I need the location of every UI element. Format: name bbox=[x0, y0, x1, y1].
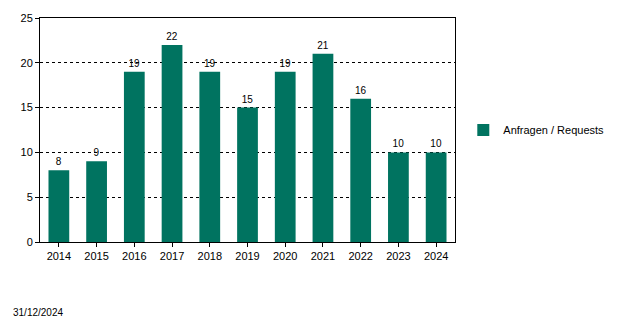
svg-text:2015: 2015 bbox=[84, 250, 108, 262]
svg-text:10: 10 bbox=[430, 138, 442, 149]
svg-text:5: 5 bbox=[27, 191, 33, 203]
svg-text:2024: 2024 bbox=[424, 250, 448, 262]
svg-text:21: 21 bbox=[317, 40, 329, 51]
svg-text:Anfragen / Requests: Anfragen / Requests bbox=[503, 124, 604, 136]
svg-text:15: 15 bbox=[21, 101, 33, 113]
svg-text:22: 22 bbox=[166, 31, 178, 42]
svg-text:19: 19 bbox=[279, 58, 291, 69]
svg-text:19: 19 bbox=[204, 58, 216, 69]
svg-text:15: 15 bbox=[242, 94, 254, 105]
svg-text:2019: 2019 bbox=[235, 250, 259, 262]
svg-text:0: 0 bbox=[27, 236, 33, 248]
svg-text:2018: 2018 bbox=[198, 250, 222, 262]
svg-text:2022: 2022 bbox=[348, 250, 372, 262]
svg-text:2023: 2023 bbox=[386, 250, 410, 262]
svg-text:2016: 2016 bbox=[122, 250, 146, 262]
svg-text:2021: 2021 bbox=[311, 250, 335, 262]
svg-text:16: 16 bbox=[355, 85, 367, 96]
svg-text:2017: 2017 bbox=[160, 250, 184, 262]
svg-text:31/12/2024: 31/12/2024 bbox=[13, 307, 63, 317]
svg-text:19: 19 bbox=[129, 58, 141, 69]
svg-text:20: 20 bbox=[21, 57, 33, 69]
svg-text:8: 8 bbox=[56, 156, 62, 167]
svg-text:10: 10 bbox=[21, 146, 33, 158]
svg-text:10: 10 bbox=[393, 138, 405, 149]
svg-text:2020: 2020 bbox=[273, 250, 297, 262]
svg-text:2014: 2014 bbox=[47, 250, 71, 262]
svg-text:9: 9 bbox=[94, 147, 100, 158]
svg-text:25: 25 bbox=[21, 12, 33, 24]
